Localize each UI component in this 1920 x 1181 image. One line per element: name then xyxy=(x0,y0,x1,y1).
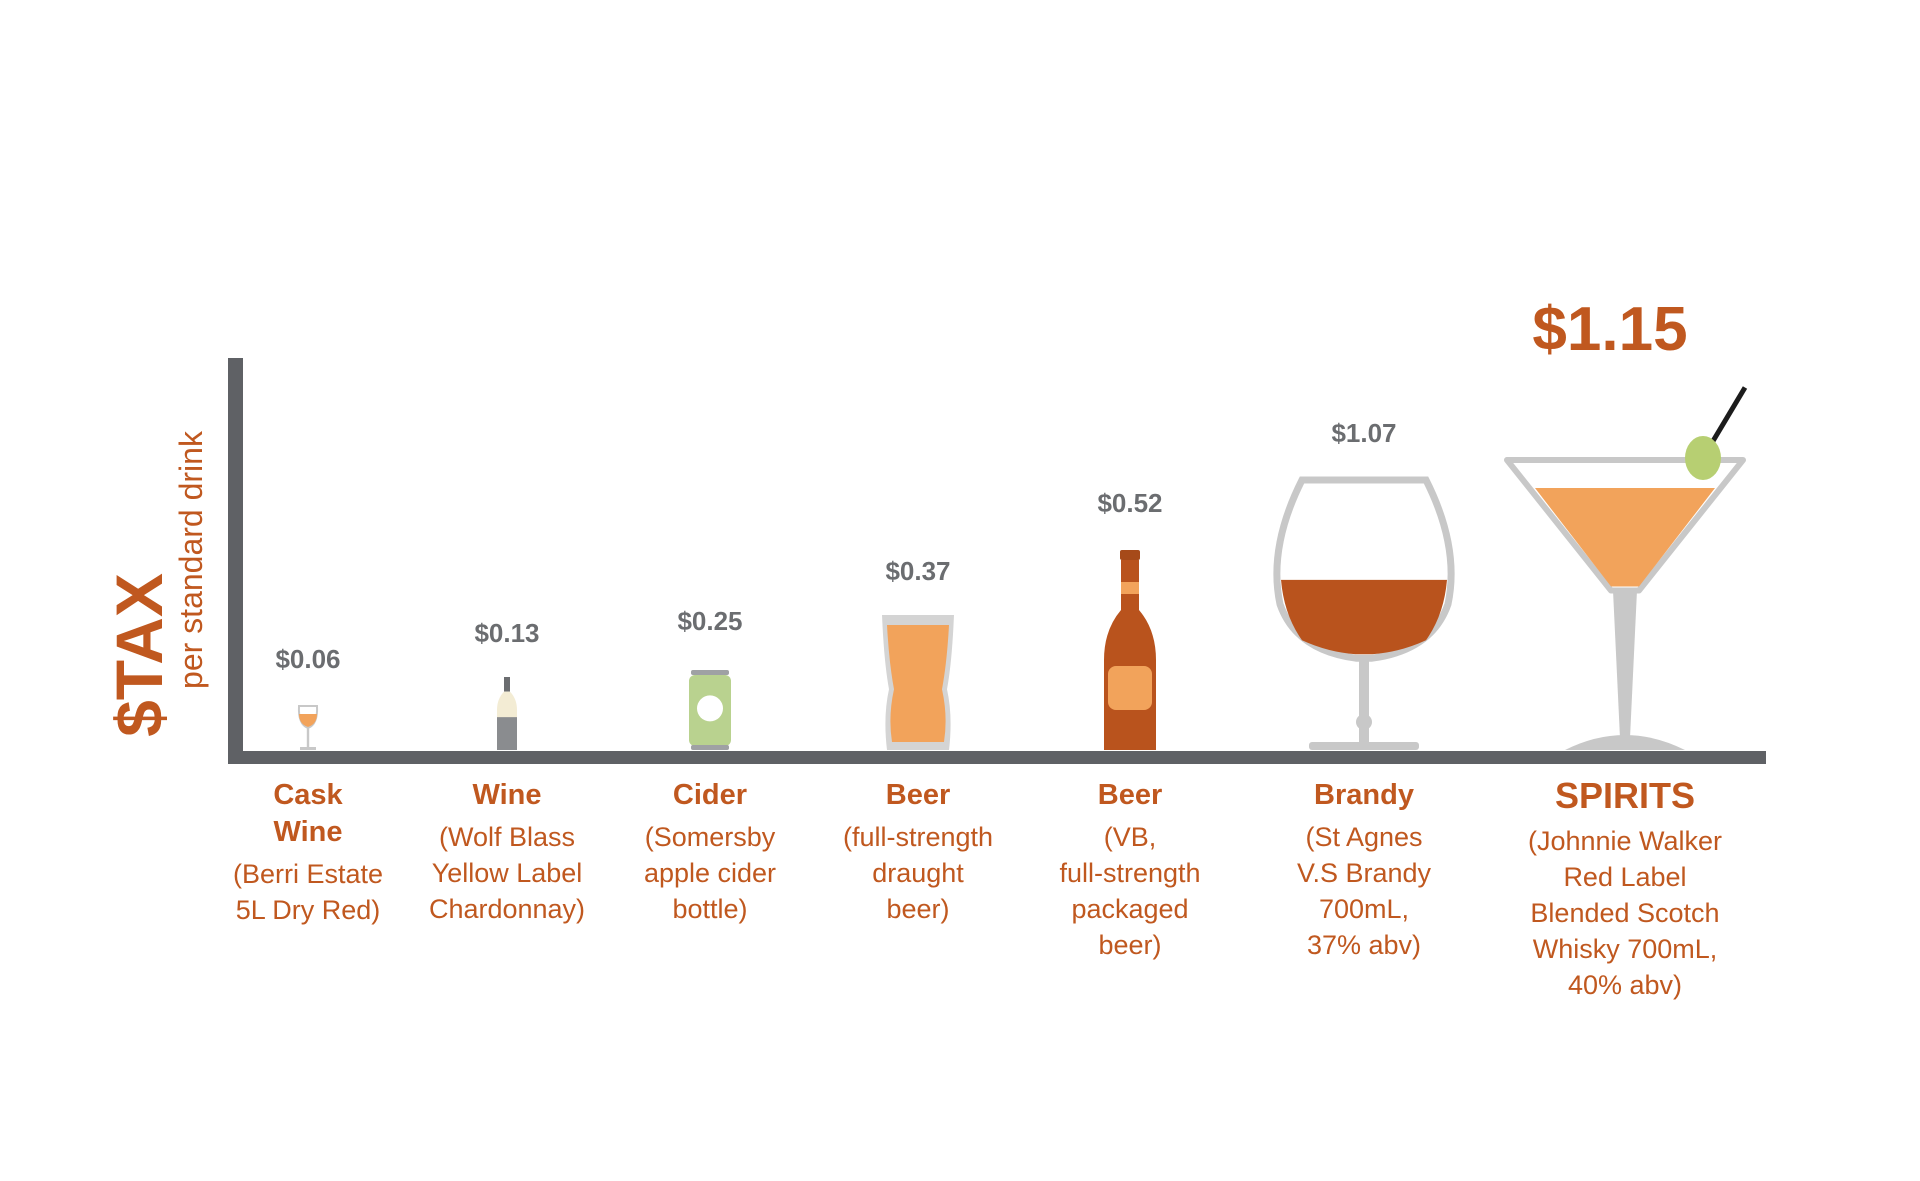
description-label: (Somersby xyxy=(645,822,776,852)
description-label: 37% abv) xyxy=(1307,930,1421,960)
category-label: SPIRITS xyxy=(1555,775,1695,816)
y-axis-title: $TAX xyxy=(102,573,176,737)
y-axis-line xyxy=(228,358,243,762)
price-label: $0.06 xyxy=(275,644,340,674)
description-label: Yellow Label xyxy=(432,858,583,888)
brandy-glass-icon xyxy=(1273,476,1455,750)
cider-can-icon xyxy=(689,670,731,750)
description-label: (Wolf Blass xyxy=(439,822,575,852)
description-label: packaged xyxy=(1071,894,1188,924)
beer-bottle-icon xyxy=(1104,550,1156,750)
wine-bottle-icon xyxy=(497,677,517,750)
description-label: (Johnnie Walker xyxy=(1528,826,1722,856)
description-label: full-strength xyxy=(1059,858,1200,888)
description-label: apple cider xyxy=(644,858,776,888)
description-label: Whisky 700mL, xyxy=(1533,934,1718,964)
x-axis-line xyxy=(228,751,1766,764)
price-label: $1.15 xyxy=(1532,295,1687,364)
drink-icons xyxy=(297,386,1748,750)
description-label: (VB, xyxy=(1104,822,1157,852)
category-label: Brandy xyxy=(1314,779,1414,811)
price-label: $0.52 xyxy=(1097,488,1162,518)
category-label: Cider xyxy=(673,779,747,811)
description-label: Chardonnay) xyxy=(429,894,585,924)
price-label: $0.37 xyxy=(885,556,950,586)
description-label: (full-strength xyxy=(843,822,993,852)
description-label: 5L Dry Red) xyxy=(236,895,381,925)
wine-glass-icon xyxy=(297,705,319,750)
description-label: beer) xyxy=(1098,930,1161,960)
description-label: 700mL, xyxy=(1319,894,1409,924)
description-label: draught xyxy=(872,858,964,888)
category-label: Cask xyxy=(273,779,343,811)
category-label: Beer xyxy=(886,779,951,811)
price-label: $0.13 xyxy=(474,618,539,648)
category-label: Beer xyxy=(1098,779,1163,811)
pint-glass-icon xyxy=(882,615,954,750)
description-label: Blended Scotch xyxy=(1530,898,1719,928)
martini-glass-icon xyxy=(1504,386,1748,750)
description-label: (St Agnes xyxy=(1305,822,1422,852)
y-axis-subtitle: per standard drink xyxy=(173,430,209,689)
chart-labels: $0.06 $0.13 $0.25 $0.37 $0.52 $1.07 $1.15 Cask W… xyxy=(233,295,1722,1000)
description-label: (Berri Estate xyxy=(233,859,383,889)
description-label: V.S Brandy xyxy=(1297,858,1432,888)
price-label: $0.25 xyxy=(677,606,742,636)
description-label: Red Label xyxy=(1563,862,1686,892)
price-label: $1.07 xyxy=(1331,418,1396,448)
description-label: 40% abv) xyxy=(1568,970,1682,1000)
category-label: Wine xyxy=(273,816,342,848)
description-label: bottle) xyxy=(672,894,747,924)
description-label: beer) xyxy=(886,894,949,924)
category-label: Wine xyxy=(472,779,541,811)
